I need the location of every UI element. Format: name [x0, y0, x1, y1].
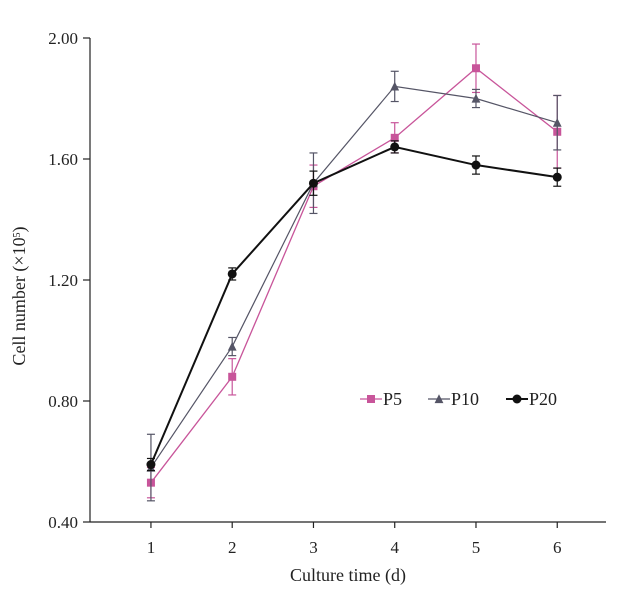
data-point — [227, 269, 237, 279]
legend-label: P20 — [529, 389, 557, 409]
legend-item-p5: P5 — [360, 389, 402, 409]
data-point — [471, 64, 480, 73]
y-tick-label: 1.20 — [48, 271, 78, 290]
series-line — [150, 85, 558, 468]
series-line — [150, 67, 558, 484]
x-axis-title: Culture time (d) — [290, 565, 406, 586]
data-point — [390, 142, 400, 152]
data-point — [471, 160, 481, 170]
x-tick-label: 2 — [228, 538, 237, 557]
x-tick-label: 4 — [390, 538, 399, 557]
data-point — [434, 394, 444, 404]
series-p10 — [146, 70, 562, 502]
series-p5 — [146, 43, 562, 499]
data-point — [552, 117, 562, 127]
data-point — [512, 394, 522, 404]
y-axis-title-tail: ) — [9, 226, 30, 232]
data-point — [390, 81, 400, 91]
series-layer — [146, 43, 562, 502]
y-axis-title-sup: 5 — [12, 232, 23, 237]
data-point — [146, 460, 156, 470]
y-tick-label: 1.60 — [48, 150, 78, 169]
data-point — [308, 178, 318, 188]
x-tick-label: 3 — [309, 538, 318, 557]
series-line — [150, 145, 558, 465]
y-axis-title-main: Cell number (×10 — [9, 237, 30, 365]
x-tick-label: 6 — [553, 538, 562, 557]
data-point — [552, 172, 562, 182]
legend-item-p20: P20 — [506, 389, 557, 409]
ticks: 0.40 0.80 1.20 1.60 2.00 1 2 3 4 5 6 — [48, 29, 561, 557]
y-tick-label: 0.40 — [48, 513, 78, 532]
data-point — [228, 372, 237, 381]
axes — [89, 38, 606, 523]
x-tick-label: 1 — [147, 538, 156, 557]
legend-label: P10 — [451, 389, 479, 409]
data-point — [227, 341, 237, 351]
legend-item-p10: P10 — [428, 389, 479, 409]
y-tick-label: 0.80 — [48, 392, 78, 411]
y-tick-label: 2.00 — [48, 29, 78, 48]
legend-label: P5 — [383, 389, 402, 409]
x-tick-label: 5 — [472, 538, 481, 557]
legend: P5 P10 P20 — [360, 389, 557, 409]
data-point — [367, 395, 375, 403]
series-p20 — [146, 140, 562, 472]
y-axis-title: Cell number (×105) — [9, 226, 30, 365]
data-point — [471, 93, 481, 103]
